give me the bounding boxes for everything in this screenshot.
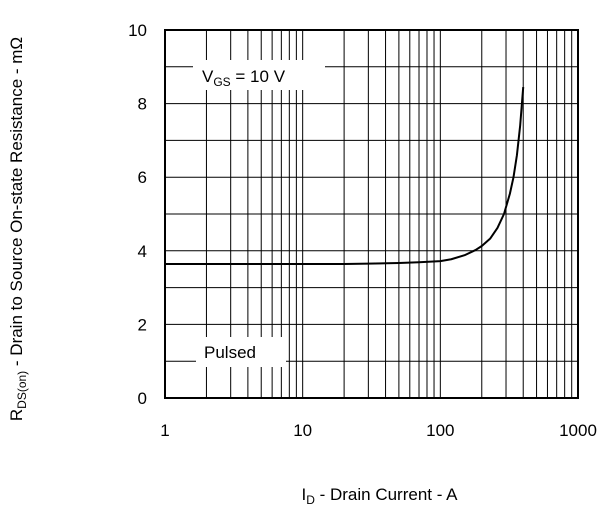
y-tick-label: 6 xyxy=(138,168,147,187)
y-tick-label: 10 xyxy=(128,21,147,40)
x-tick-label: 10 xyxy=(293,421,312,440)
plot-border xyxy=(164,29,579,399)
pulsed-label: Pulsed xyxy=(204,343,256,362)
axis-labels: ID - Drain Current - A RDS(on) - Drain to… xyxy=(7,37,458,507)
y-tick-label: 2 xyxy=(138,315,147,334)
vgs-label-background xyxy=(193,60,325,90)
plot-frame xyxy=(164,29,579,399)
y-tick-label: 0 xyxy=(138,389,147,408)
x-axis-label: ID - Drain Current - A xyxy=(301,485,458,506)
pulsed-label-background xyxy=(196,337,286,367)
x-tick-label: 100 xyxy=(426,421,454,440)
vgs-label: VGS = 10 V xyxy=(202,67,286,89)
curve-layer xyxy=(165,86,525,266)
y-tick-label: 4 xyxy=(138,242,147,261)
annotations: VGS = 10 V Pulsed xyxy=(193,60,325,367)
y-axis-label: RDS(on) - Drain to Source On-state Resis… xyxy=(7,37,29,421)
x-tick-label: 1000 xyxy=(559,421,597,440)
y-tick-label: 8 xyxy=(138,95,147,114)
data-curve xyxy=(165,86,525,266)
x-tick-label: 1 xyxy=(160,421,169,440)
tick-labels: 0 2 4 6 8 10 1 10 100 1000 xyxy=(128,21,597,440)
